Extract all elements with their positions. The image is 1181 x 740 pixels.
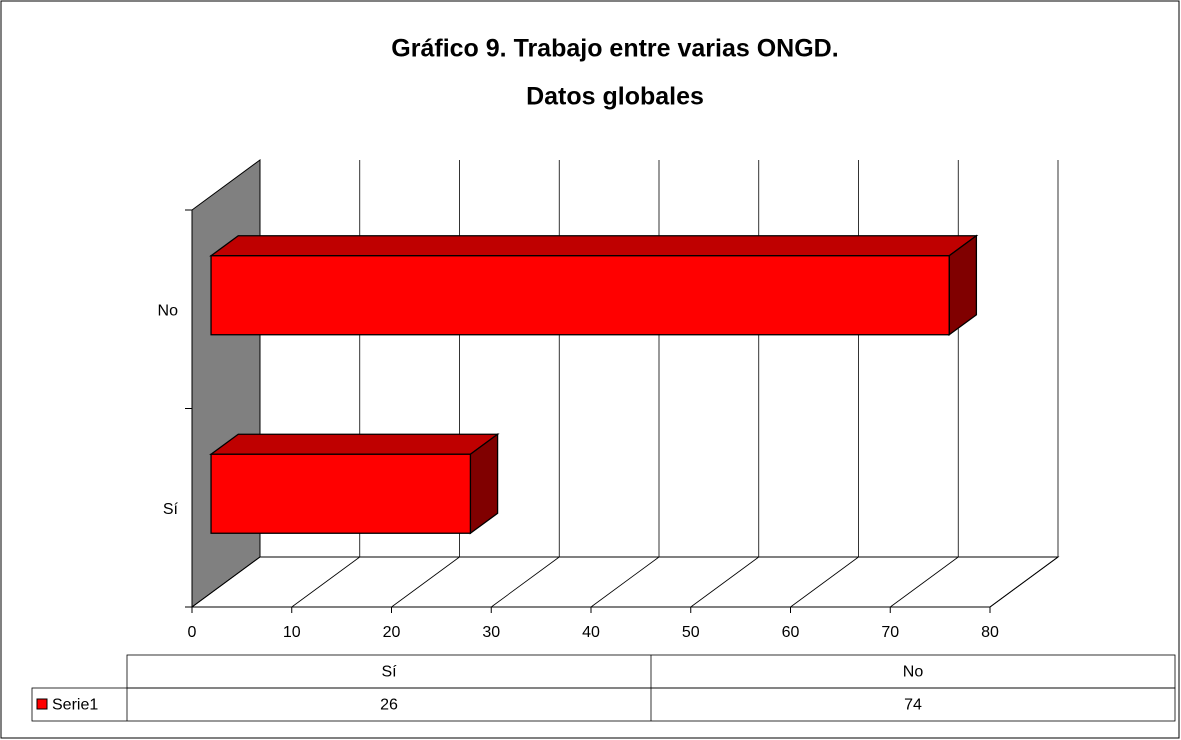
chart-title: Gráfico 9. Trabajo entre varias ONGD. [391, 35, 838, 63]
floor-line [890, 556, 959, 608]
table-header: Sí [381, 664, 397, 681]
table-value: 26 [380, 697, 398, 714]
x-tick-label: 40 [582, 624, 600, 641]
floor-line [491, 556, 560, 608]
floor-line [790, 556, 859, 608]
x-tick-label: 10 [283, 624, 301, 641]
x-tick-label: 30 [482, 624, 500, 641]
x-tick-label: 0 [188, 624, 197, 641]
table-value: 74 [904, 697, 922, 714]
y-tick-label: No [158, 302, 179, 319]
floor-line [690, 556, 759, 608]
side-wall [191, 159, 261, 608]
bar-top [209, 235, 979, 257]
table-header: No [903, 664, 924, 681]
x-tick-label: 50 [682, 624, 700, 641]
legend-label: Serie1 [52, 697, 98, 714]
bar [210, 255, 950, 336]
y-tick-label: Sí [163, 501, 179, 518]
x-tick-label: 60 [782, 624, 800, 641]
table-row [31, 687, 1176, 722]
x-tick-label: 20 [383, 624, 401, 641]
legend-marker [36, 698, 48, 710]
chart-title: Datos globales [526, 83, 704, 111]
floor-line [989, 556, 1059, 608]
floor-line [391, 556, 460, 608]
floor-line [291, 556, 360, 608]
bar [210, 453, 472, 534]
floor-line [191, 556, 261, 608]
floor-line [590, 556, 660, 608]
x-tick-label: 80 [981, 624, 999, 641]
x-tick-label: 70 [881, 624, 899, 641]
bar-top [209, 433, 500, 455]
